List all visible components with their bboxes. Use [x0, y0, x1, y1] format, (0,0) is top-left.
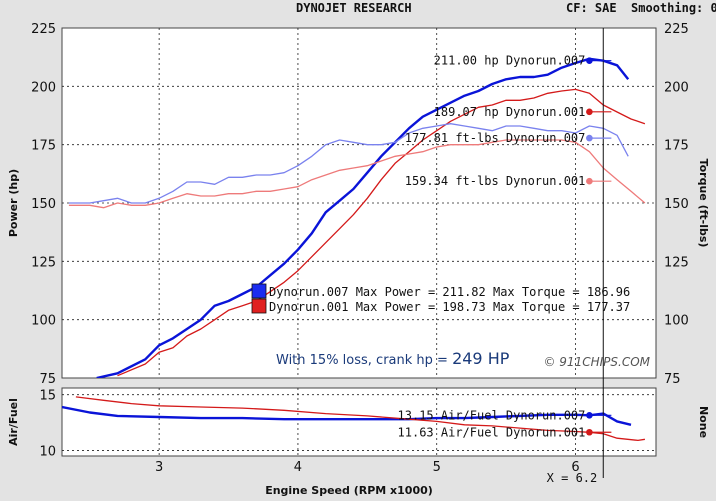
loss-note-prefix: With 15% loss, crank hp =	[276, 353, 452, 368]
y-tick-label-left: 175	[31, 139, 56, 154]
y-tick-label-left: 225	[31, 22, 56, 37]
chart-title: DYNOJET RESEARCH	[296, 1, 412, 15]
legend-text: Dynorun.001 Max Power = 198.73 Max Torqu…	[269, 300, 630, 314]
af-axis-label: Air/Fuel	[7, 398, 20, 446]
x-tick-label: 4	[294, 460, 302, 475]
x-tick-label: 6	[571, 460, 579, 475]
cursor-label: X = 6.2	[547, 471, 598, 485]
airfuel-value-label: 11.63 Air/Fuel Dynorun.001	[398, 425, 586, 439]
airfuel-value-label: 13.15 Air/Fuel Dynorun.007	[398, 408, 586, 422]
legend-swatch	[251, 283, 267, 299]
y-tick-label-right: 125	[664, 255, 689, 270]
legend-swatch	[251, 298, 267, 314]
y-tick-label-right: 225	[664, 22, 689, 37]
y-tick-label-left: 100	[31, 314, 56, 329]
loss-note-value: 249 HP	[452, 349, 510, 368]
main-value-label: 159.34 ft-lbs Dynorun.001	[405, 174, 586, 188]
y-tick-label-left: 200	[31, 80, 56, 95]
legend-text: Dynorun.007 Max Power = 211.82 Max Torqu…	[269, 285, 630, 299]
main-value-label: 189.07 hp Dynorun.001	[434, 105, 586, 119]
watermark: © 911CHIPS.COM	[543, 355, 650, 369]
loss-note: With 15% loss, crank hp = 249 HP	[276, 349, 510, 368]
airfuel-plot-area	[61, 387, 657, 457]
af-tick-label: 15	[39, 389, 56, 404]
x-axis-label: Engine Speed (RPM x1000)	[265, 484, 433, 497]
main-series-torque-2	[68, 123, 629, 204]
y-tick-label-right: 100	[664, 314, 689, 329]
y-tick-label-right: 75	[664, 372, 681, 387]
y-axis-label-left: Power (hp)	[7, 169, 20, 237]
x-tick-label: 5	[433, 460, 441, 475]
x-tick-label: 3	[155, 460, 163, 475]
y-axis-label-right: Torque (ft-lbs)	[697, 159, 710, 248]
settings-text: CF: SAE Smoothing: 0	[566, 1, 716, 15]
y-tick-label-left: 150	[31, 197, 56, 212]
af-tick-label: 10	[39, 444, 56, 459]
main-value-label: 177.81 ft-lbs Dynorun.007	[405, 131, 586, 145]
y-tick-label-left: 75	[39, 372, 56, 387]
af-axis-label-right: None	[697, 406, 710, 438]
y-tick-label-right: 175	[664, 139, 689, 154]
y-tick-label-left: 125	[31, 255, 56, 270]
main-series-power-1	[117, 88, 646, 377]
main-series-power-0	[96, 57, 630, 378]
y-tick-label-right: 200	[664, 80, 689, 95]
main-value-label: 211.00 hp Dynorun.007	[434, 54, 586, 68]
main-series-torque-3	[68, 139, 646, 209]
y-tick-label-right: 150	[664, 197, 689, 212]
airfuel-series-air_fuel-1	[75, 396, 646, 442]
